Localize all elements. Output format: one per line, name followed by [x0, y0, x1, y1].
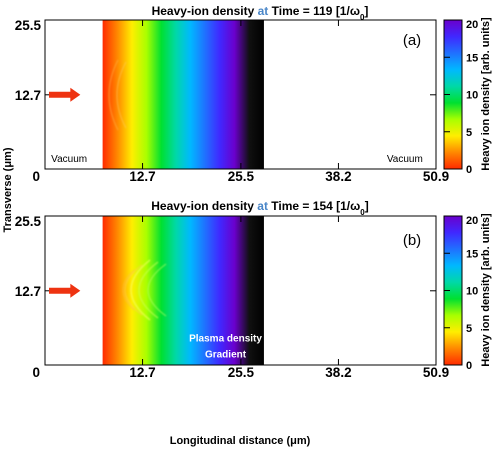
panel-b-plasma-density-label: Plasma density — [189, 334, 262, 345]
panel-a-wave-structure — [108, 59, 127, 131]
colorbar-tick-label: 15 — [466, 248, 478, 260]
colorbar-tick-label: 0 — [466, 164, 472, 176]
x-tick-label: 38.2 — [325, 169, 351, 184]
panel-b-letter: (b) — [403, 232, 421, 249]
panel-b-plasma-region — [102, 216, 264, 365]
y-tick-label: 12.7 — [15, 88, 41, 103]
panel-b-gradient-label: Gradient — [205, 349, 247, 360]
x-tick-label: 50.9 — [423, 365, 449, 380]
colorbar-tick-label: 0 — [466, 360, 472, 372]
y-tick-label: 12.7 — [15, 284, 41, 299]
panel-a-x-tick-labels: 0 12.7 25.5 38.2 50.9 — [32, 169, 449, 184]
colorbar-a: 0 5 10 15 20 Heavy ion density [arb. units] — [443, 17, 492, 176]
colorbar-tick-label: 20 — [466, 19, 478, 31]
panel-b-x-tick-labels: 0 12.7 25.5 38.2 50.9 — [32, 365, 449, 380]
x-tick-label: 25.5 — [228, 169, 255, 184]
colorbar-tick-label: 10 — [466, 286, 478, 298]
colorbar-tick-label: 20 — [466, 215, 478, 227]
colorbar-a-ticks: 0 5 10 15 20 — [444, 19, 478, 176]
panel-a-title: Heavy-ion density at Time = 119 [1/ω0] — [152, 4, 369, 22]
y-tick-label: 25.5 — [15, 18, 42, 33]
panel-a-vacuum-right: Vacuum — [387, 154, 423, 165]
panel-a-ticks — [44, 19, 437, 170]
colorbar-a-label: Heavy ion density [arb. units] — [480, 17, 492, 171]
panel-b-wave-structure — [122, 259, 167, 321]
x-tick-label: 38.2 — [325, 365, 351, 380]
x-tick-label: 0 — [32, 365, 40, 380]
colorbar-b-ticks: 0 5 10 15 20 — [444, 215, 478, 372]
panel-a-plasma-region — [102, 20, 264, 169]
y-tick-label: 25.5 — [15, 214, 42, 229]
x-tick-label: 25.5 — [228, 365, 255, 380]
panel-b-y-tick-labels: 12.7 25.5 — [15, 214, 42, 299]
panel-b-ticks — [44, 215, 437, 366]
x-axis-label: Longitudinal distance (μm) — [170, 435, 311, 447]
x-tick-label: 12.7 — [129, 169, 155, 184]
colorbar-b-label: Heavy ion density [arb. units] — [480, 213, 492, 367]
panel-b-arrow — [49, 283, 81, 298]
panel-b-title: Heavy-ion density at Time = 154 [1/ω0] — [151, 199, 368, 217]
colorbar-tick-label: 5 — [466, 323, 472, 335]
panel-b: Heavy-ion density at Time = 154 [1/ω0] 0… — [15, 199, 449, 380]
panel-a-letter: (a) — [403, 32, 421, 49]
colorbar-tick-label: 5 — [466, 127, 472, 139]
colorbar-tick-label: 15 — [466, 52, 478, 64]
x-tick-label: 0 — [32, 169, 40, 184]
panel-a-vacuum-left: Vacuum — [51, 154, 87, 165]
panel-a: Heavy-ion density at Time = 119 [1/ω0] 0… — [15, 4, 449, 184]
colorbar-tick-label: 10 — [466, 90, 478, 102]
panel-a-y-tick-labels: 12.7 25.5 — [15, 18, 42, 103]
x-tick-label: 12.7 — [129, 365, 155, 380]
colorbar-b: 0 5 10 15 20 Heavy ion density [arb. units] — [443, 213, 492, 372]
y-axis-label: Transverse (μm) — [2, 147, 14, 232]
x-tick-label: 50.9 — [423, 169, 449, 184]
panel-a-arrow — [49, 87, 81, 102]
